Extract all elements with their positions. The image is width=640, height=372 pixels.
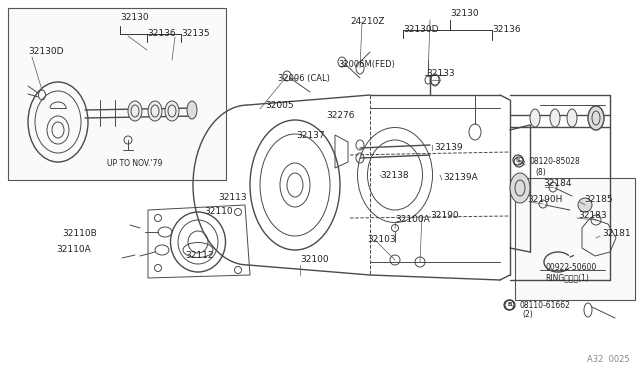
Text: UP TO NOV.'79: UP TO NOV.'79 [107, 158, 163, 167]
Text: 32276: 32276 [326, 110, 355, 119]
Text: 32138: 32138 [380, 170, 408, 180]
Text: 32136: 32136 [492, 26, 520, 35]
Text: 32190H: 32190H [527, 196, 563, 205]
Text: 00922-50600: 00922-50600 [545, 263, 596, 273]
Text: B: B [516, 157, 520, 163]
Text: 32139: 32139 [434, 144, 463, 153]
Text: B: B [517, 160, 521, 164]
Text: 32130: 32130 [450, 10, 479, 19]
Text: 32181: 32181 [602, 230, 630, 238]
Bar [8, 8, 226, 180]
Text: 32103: 32103 [367, 235, 396, 244]
Text: 32113: 32113 [218, 193, 246, 202]
Text: 32110A: 32110A [56, 244, 91, 253]
Ellipse shape [510, 173, 530, 203]
Text: B: B [507, 302, 511, 308]
Text: 08120-85028: 08120-85028 [530, 157, 580, 167]
Ellipse shape [588, 106, 604, 130]
Text: 32136: 32136 [147, 29, 175, 38]
Ellipse shape [148, 101, 162, 121]
Text: (2): (2) [522, 311, 532, 320]
Text: 32139A: 32139A [443, 173, 477, 183]
Text: 32100A: 32100A [395, 215, 429, 224]
Text: 32006M(FED): 32006M(FED) [338, 60, 395, 68]
Text: 32005: 32005 [265, 102, 294, 110]
Ellipse shape [128, 101, 142, 121]
Text: 32190: 32190 [430, 211, 459, 219]
Text: A32  0025: A32 0025 [588, 355, 630, 364]
Ellipse shape [165, 101, 179, 121]
Text: 08110-61662: 08110-61662 [519, 301, 570, 310]
Text: 32006 (CAL): 32006 (CAL) [278, 74, 330, 83]
Text: 32184: 32184 [543, 180, 572, 189]
Text: 32183: 32183 [578, 212, 607, 221]
Ellipse shape [187, 101, 197, 119]
Text: 32112: 32112 [185, 251, 214, 260]
Text: 32137: 32137 [296, 131, 324, 140]
Text: 32130D: 32130D [403, 26, 438, 35]
Text: 32130D: 32130D [28, 48, 63, 57]
Text: 32110B: 32110B [62, 230, 97, 238]
Text: (8): (8) [535, 167, 546, 176]
Text: B: B [508, 302, 512, 308]
Ellipse shape [578, 198, 592, 212]
Text: 32130: 32130 [120, 13, 148, 22]
Text: RINGリング(1): RINGリング(1) [545, 273, 589, 282]
Text: 32100: 32100 [300, 256, 328, 264]
Bar [515, 178, 635, 300]
Text: 32133: 32133 [426, 70, 454, 78]
Text: 32110: 32110 [204, 206, 232, 215]
Ellipse shape [567, 109, 577, 127]
Text: 32185: 32185 [584, 196, 612, 205]
Ellipse shape [550, 109, 560, 127]
Text: 32135: 32135 [181, 29, 210, 38]
Ellipse shape [530, 109, 540, 127]
Text: 24210Z: 24210Z [350, 17, 385, 26]
